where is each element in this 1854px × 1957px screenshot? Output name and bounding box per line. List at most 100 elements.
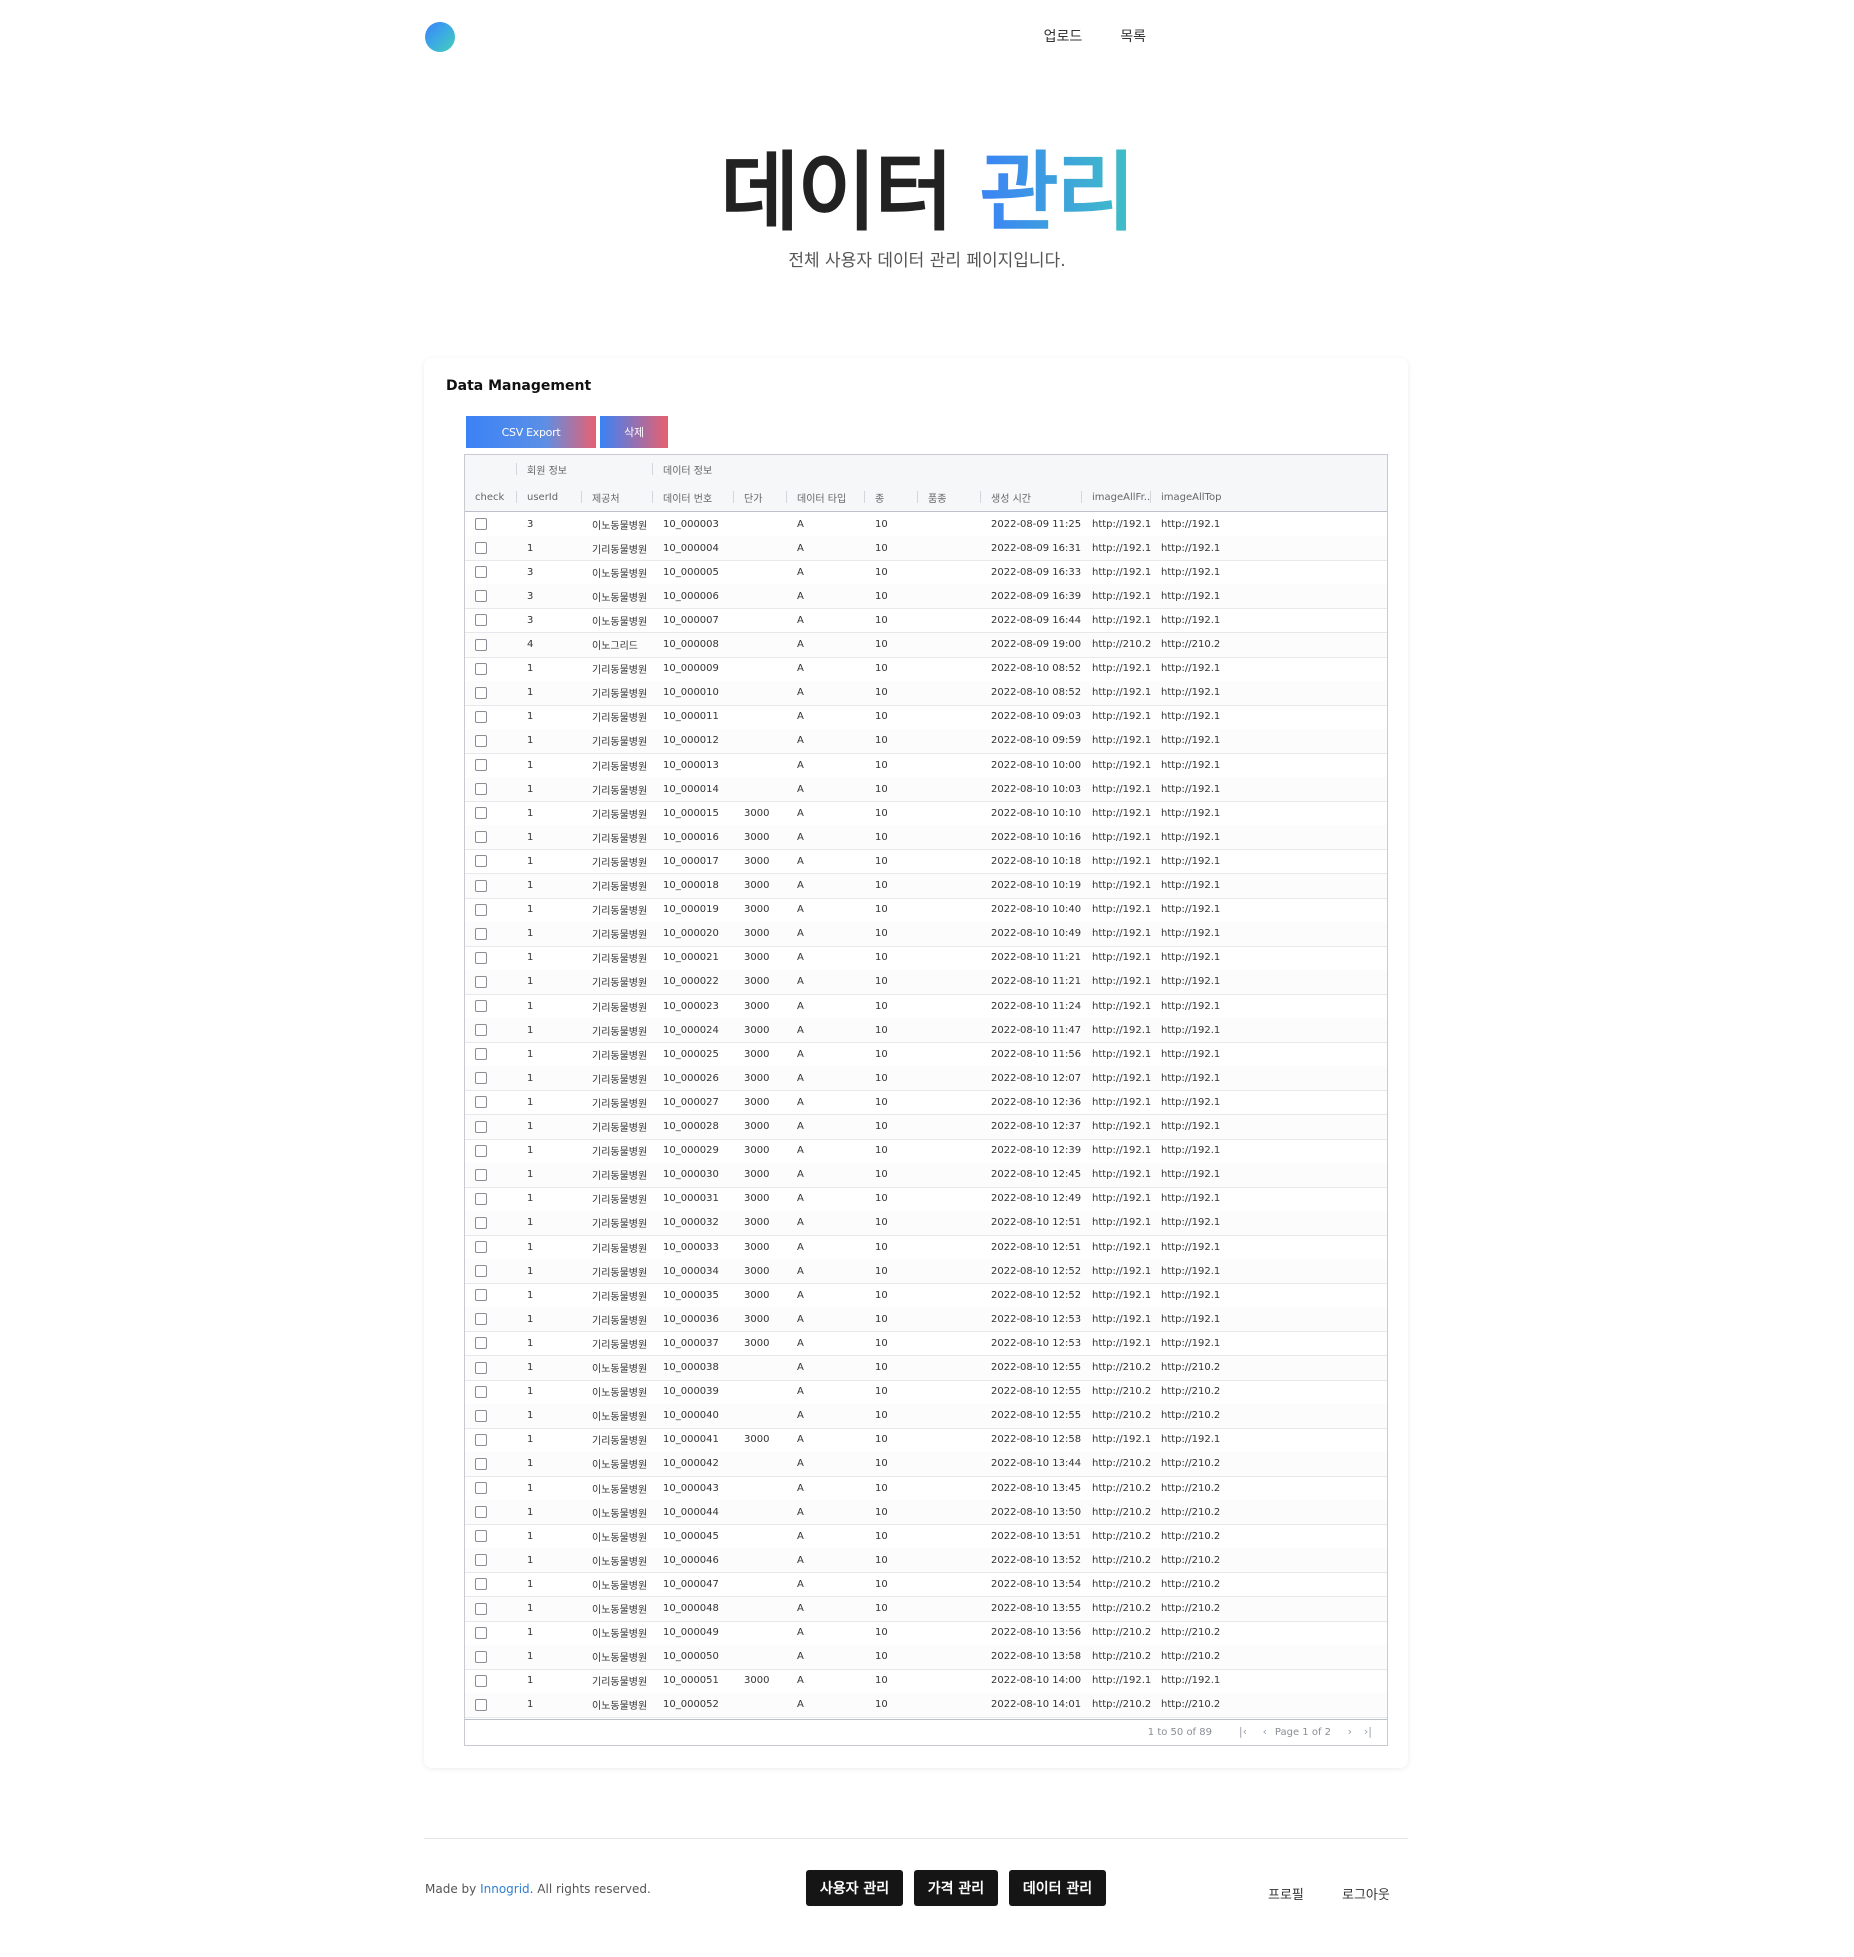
- row-checkbox[interactable]: [475, 662, 487, 675]
- table-row[interactable]: 1 기리동물병원 10_000024 3000 A 10 2022-08-10 11:47:…: [465, 1018, 1387, 1044]
- table-row[interactable]: 1 이노동물병원 10_000049 A 10 2022-08-10 13:56:27 ht…: [465, 1621, 1387, 1646]
- table-row[interactable]: 1 이노동물병원 10_000040 A 10 2022-08-10 12:55:52 ht…: [465, 1403, 1387, 1429]
- table-row[interactable]: 1 기리동물병원 10_000032 3000 A 10 2022-08-10 12:51:…: [465, 1210, 1387, 1236]
- table-row[interactable]: 1 기리동물병원 10_000020 3000 A 10 2022-08-10 10:49:…: [465, 921, 1387, 947]
- row-checkbox[interactable]: [475, 1216, 487, 1229]
- row-checkbox[interactable]: [475, 903, 487, 916]
- row-checkbox[interactable]: [475, 1626, 487, 1639]
- csv-export-button[interactable]: CSV Export: [466, 416, 596, 448]
- row-checkbox[interactable]: [475, 1289, 487, 1302]
- table-row[interactable]: 1 기리동물병원 10_000033 3000 A 10 2022-08-10 12:51:…: [465, 1235, 1387, 1260]
- row-checkbox[interactable]: [475, 1241, 487, 1253]
- table-row[interactable]: 1 기리동물병원 10_000016 3000 A 10 2022-08-10 10:16:…: [465, 825, 1387, 851]
- row-checkbox[interactable]: [475, 1096, 487, 1109]
- row-checkbox[interactable]: [475, 1048, 487, 1061]
- table-row[interactable]: 1 기리동물병원 10_000015 3000 A 10 2022-08-10 10:10:…: [465, 801, 1387, 827]
- logout-link[interactable]: 로그아웃: [1342, 1888, 1390, 1903]
- credit-brand-link[interactable]: Innogrid: [480, 1882, 530, 1896]
- table-row[interactable]: 1 기리동물병원 10_000030 3000 A 10 2022-08-10 12:45:…: [465, 1162, 1387, 1188]
- row-checkbox[interactable]: [475, 1313, 487, 1326]
- row-checkbox[interactable]: [475, 1072, 487, 1085]
- row-checkbox[interactable]: [475, 831, 487, 844]
- brand-logo[interactable]: [425, 22, 455, 52]
- table-row[interactable]: 1 이노동물병원 10_000043 A 10 2022-08-10 13:45:53 ht…: [465, 1476, 1387, 1501]
- profile-link[interactable]: 프로필: [1268, 1888, 1304, 1903]
- table-row[interactable]: 1 기리동물병원 10_000051 3000 A 10 2022-08-10 14:00:…: [465, 1669, 1387, 1694]
- row-checkbox[interactable]: [475, 1602, 487, 1615]
- table-row[interactable]: 1 기리동물병원 10_000023 3000 A 10 2022-08-10 11:24:…: [465, 994, 1387, 1019]
- col-data-number-header[interactable]: 데이터 번호: [653, 483, 734, 511]
- table-row[interactable]: 1 기리동물병원 10_000026 3000 A 10 2022-08-10 12:07:…: [465, 1066, 1387, 1092]
- row-checkbox[interactable]: [475, 1409, 487, 1422]
- table-row[interactable]: 1 이노동물병원 10_000048 A 10 2022-08-10 13:55:25 ht…: [465, 1596, 1387, 1622]
- table-row[interactable]: 1 기리동물병원 10_000013 A 10 2022-08-10 10:00:19 ht…: [465, 753, 1387, 778]
- data-management-button[interactable]: 데이터 관리: [1009, 1870, 1106, 1906]
- row-checkbox[interactable]: [475, 1554, 487, 1567]
- table-row[interactable]: 1 기리동물병원 10_000021 3000 A 10 2022-08-10 11:21:…: [465, 946, 1387, 971]
- row-checkbox[interactable]: [475, 1482, 487, 1494]
- prev-page-icon[interactable]: ‹: [1262, 1725, 1267, 1738]
- row-checkbox[interactable]: [475, 879, 487, 892]
- row-checkbox[interactable]: [475, 1650, 487, 1663]
- table-row[interactable]: 1 기리동물병원 10_000012 A 10 2022-08-10 09:59:53 ht…: [465, 728, 1387, 754]
- col-provider-header[interactable]: 제공처: [582, 483, 653, 511]
- last-page-icon[interactable]: ›|: [1363, 1725, 1372, 1738]
- row-checkbox[interactable]: [475, 686, 487, 699]
- table-row[interactable]: 1 기리동물병원 10_000031 3000 A 10 2022-08-10 12:49:…: [465, 1187, 1387, 1212]
- price-management-button[interactable]: 가격 관리: [914, 1870, 998, 1906]
- table-row[interactable]: 1 기리동물병원 10_000010 A 10 2022-08-10 08:52:28 ht…: [465, 680, 1387, 706]
- row-checkbox[interactable]: [475, 855, 487, 868]
- table-row[interactable]: 1 기리동물병원 10_000009 A 10 2022-08-10 08:52:16 ht…: [465, 657, 1387, 682]
- table-row[interactable]: 1 기리동물병원 10_000036 3000 A 10 2022-08-10 12:53:…: [465, 1307, 1387, 1333]
- table-row[interactable]: 1 기리동물병원 10_000029 3000 A 10 2022-08-10 12:39:…: [465, 1139, 1387, 1164]
- nav-list-link[interactable]: 목록: [1120, 29, 1146, 45]
- table-row[interactable]: 3 이노동물병원 10_000007 A 10 2022-08-09 16:44:44 ht…: [465, 608, 1387, 634]
- row-checkbox[interactable]: [475, 518, 487, 530]
- grid-body[interactable]: 3 이노동물병원 10_000003 A 10 2022-08-09 11:25:23 ht…: [465, 512, 1387, 1720]
- row-checkbox[interactable]: [475, 975, 487, 988]
- row-checkbox[interactable]: [475, 566, 487, 579]
- row-checkbox[interactable]: [475, 1144, 487, 1157]
- row-checkbox[interactable]: [475, 590, 487, 603]
- row-checkbox[interactable]: [475, 951, 487, 964]
- table-row[interactable]: 1 기리동물병원 10_000018 3000 A 10 2022-08-10 10:19:…: [465, 873, 1387, 899]
- table-row[interactable]: 1 이노동물병원 10_000052 A 10 2022-08-10 14:01:00 ht…: [465, 1692, 1387, 1718]
- nav-upload-link[interactable]: 업로드: [1043, 29, 1083, 45]
- col-created-time-header[interactable]: 생성 시간: [981, 483, 1082, 511]
- row-checkbox[interactable]: [475, 638, 487, 651]
- col-check-header[interactable]: check: [465, 483, 517, 511]
- table-row[interactable]: 1 기리동물병원 10_000022 3000 A 10 2022-08-10 11:21:…: [465, 969, 1387, 995]
- row-checkbox[interactable]: [475, 1506, 487, 1519]
- table-row[interactable]: 1 이노동물병원 10_000039 A 10 2022-08-10 12:55:39 ht…: [465, 1380, 1387, 1405]
- table-row[interactable]: 1 기리동물병원 10_000034 3000 A 10 2022-08-10 12:52:…: [465, 1259, 1387, 1285]
- table-row[interactable]: 1 이노동물병원 10_000050 A 10 2022-08-10 13:58:04 ht…: [465, 1644, 1387, 1670]
- table-row[interactable]: 1 기리동물병원 10_000017 3000 A 10 2022-08-10 10:18:…: [465, 849, 1387, 875]
- row-checkbox[interactable]: [475, 1120, 487, 1133]
- row-checkbox[interactable]: [475, 1024, 487, 1037]
- col-breed-header[interactable]: 품종: [918, 483, 981, 511]
- col-data-type-header[interactable]: 데이터 타입: [787, 483, 865, 511]
- row-checkbox[interactable]: [475, 1192, 487, 1205]
- table-row[interactable]: 1 기리동물병원 10_000011 A 10 2022-08-10 09:03:10 ht…: [465, 705, 1387, 730]
- table-row[interactable]: 3 이노동물병원 10_000003 A 10 2022-08-09 11:25:23 ht…: [465, 512, 1387, 537]
- row-checkbox[interactable]: [475, 1457, 487, 1470]
- table-row[interactable]: 1 기리동물병원 10_000019 3000 A 10 2022-08-10 10:40:…: [465, 898, 1387, 923]
- table-row[interactable]: 1 기리동물병원 10_000037 3000 A 10 2022-08-10 12:53:…: [465, 1331, 1387, 1357]
- row-checkbox[interactable]: [475, 927, 487, 940]
- table-row[interactable]: 1 이노동물병원 10_000045 A 10 2022-08-10 13:51:10 ht…: [465, 1524, 1387, 1550]
- col-image-front-header[interactable]: imageAllFr...: [1082, 483, 1151, 511]
- col-userid-header[interactable]: userId: [517, 483, 582, 511]
- row-checkbox[interactable]: [475, 1674, 487, 1687]
- table-row[interactable]: 1 기리동물병원 10_000025 3000 A 10 2022-08-10 11:56:…: [465, 1042, 1387, 1068]
- table-row[interactable]: 1 기리동물병원 10_000041 3000 A 10 2022-08-10 12:58:…: [465, 1428, 1387, 1453]
- table-row[interactable]: 1 이노동물병원 10_000046 A 10 2022-08-10 13:52:52 ht…: [465, 1548, 1387, 1574]
- row-checkbox[interactable]: [475, 807, 487, 820]
- table-row[interactable]: 1 이노동물병원 10_000038 A 10 2022-08-10 12:55:07 ht…: [465, 1355, 1387, 1381]
- table-row[interactable]: 3 이노동물병원 10_000006 A 10 2022-08-09 16:39:54 ht…: [465, 584, 1387, 610]
- user-management-button[interactable]: 사용자 관리: [806, 1870, 903, 1906]
- row-checkbox[interactable]: [475, 1698, 487, 1711]
- row-checkbox[interactable]: [475, 1168, 487, 1181]
- row-checkbox[interactable]: [475, 1433, 487, 1446]
- table-row[interactable]: 1 기리동물병원 10_000004 A 10 2022-08-09 16:31:15 ht…: [465, 536, 1387, 562]
- row-checkbox[interactable]: [475, 734, 487, 747]
